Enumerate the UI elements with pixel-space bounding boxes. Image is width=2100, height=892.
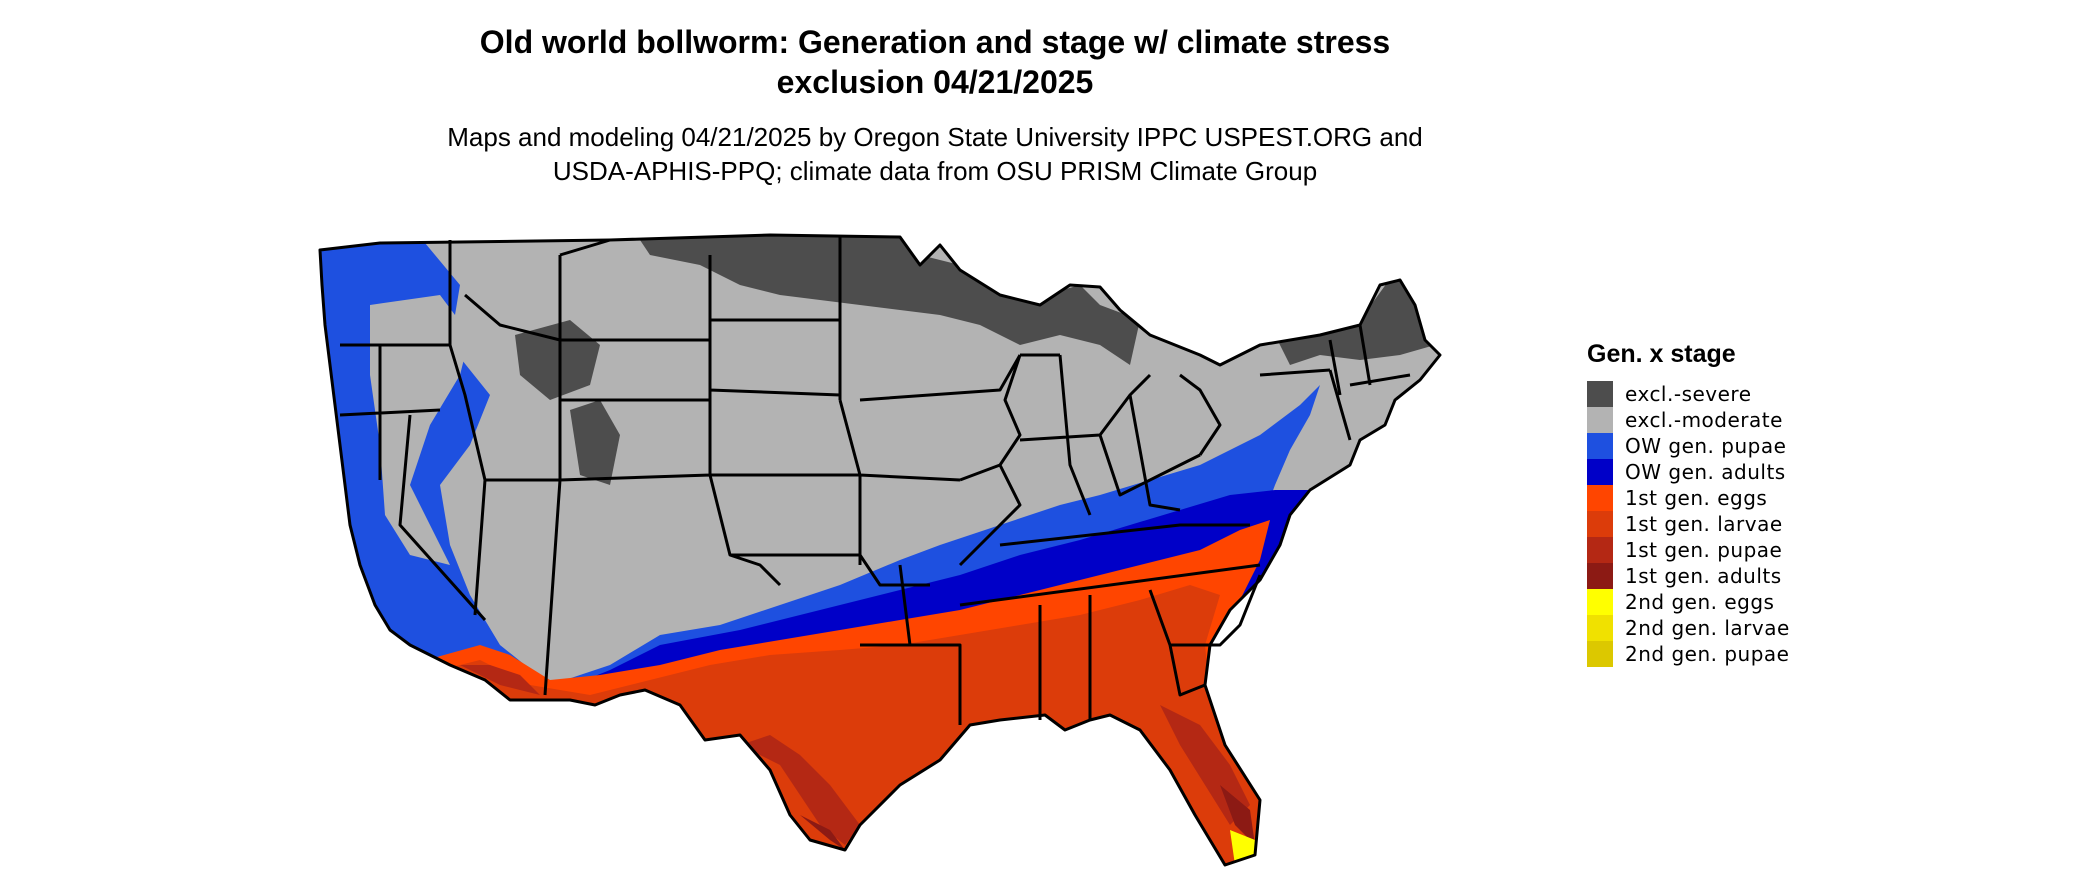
legend-item: 1st gen. eggs — [1587, 485, 1790, 511]
legend-swatch — [1587, 511, 1613, 537]
legend-item: OW gen. adults — [1587, 459, 1790, 485]
legend-swatch — [1587, 485, 1613, 511]
legend-swatch — [1587, 459, 1613, 485]
legend-item: 2nd gen. eggs — [1587, 589, 1790, 615]
us-outline — [318, 233, 1442, 867]
legend-label: 1st gen. pupae — [1625, 538, 1783, 562]
legend-swatch — [1587, 615, 1613, 641]
legend-label: 2nd gen. eggs — [1625, 590, 1775, 614]
map-subtitle-line1: Maps and modeling 04/21/2025 by Oregon S… — [447, 122, 1423, 152]
legend-swatch — [1587, 563, 1613, 589]
zone-excl-severe-colorado — [570, 400, 620, 485]
legend-items: excl.-severe excl.-moderate OW gen. pupae O… — [1587, 381, 1790, 667]
zone-excl-severe-northplains — [630, 235, 1140, 365]
legend-item: OW gen. pupae — [1587, 433, 1790, 459]
legend-label: 1st gen. eggs — [1625, 486, 1768, 510]
legend-swatch — [1587, 407, 1613, 433]
legend-item: 1st gen. larvae — [1587, 511, 1790, 537]
legend-swatch — [1587, 641, 1613, 667]
legend-label: 2nd gen. larvae — [1625, 616, 1790, 640]
zone-excl-severe-newengland — [1270, 265, 1440, 365]
zone-excl-moderate-greatbasin — [370, 295, 470, 565]
state-lines — [339, 235, 1411, 725]
legend-swatch — [1587, 589, 1613, 615]
map-fill — [320, 235, 1440, 865]
zone-gen2-eggs — [800, 830, 1255, 865]
legend-item: excl.-moderate — [1587, 407, 1790, 433]
legend-item: 1st gen. adults — [1587, 563, 1790, 589]
legend-label: 1st gen. adults — [1625, 564, 1782, 588]
legend-item: 2nd gen. larvae — [1587, 615, 1790, 641]
legend-item: excl.-severe — [1587, 381, 1790, 407]
legend-label: 1st gen. larvae — [1625, 512, 1783, 536]
state-borders — [318, 233, 1442, 867]
legend-label: OW gen. pupae — [1625, 434, 1787, 458]
legend-label: 2nd gen. pupae — [1625, 642, 1790, 666]
us-map — [318, 233, 1442, 867]
legend-label: OW gen. adults — [1625, 460, 1786, 484]
legend-swatch — [1587, 381, 1613, 407]
legend-label: excl.-moderate — [1625, 408, 1783, 432]
map-legend: Gen. x stage excl.-severe excl.-moderate O… — [1587, 340, 1790, 667]
legend-label: excl.-severe — [1625, 382, 1752, 406]
chart-titles: Old world bollworm: Generation and stage… — [370, 22, 1500, 188]
legend-swatch — [1587, 433, 1613, 459]
legend-item: 2nd gen. pupae — [1587, 641, 1790, 667]
map-title-line1: Old world bollworm: Generation and stage… — [479, 24, 1391, 60]
legend-swatch — [1587, 537, 1613, 563]
legend-item: 1st gen. pupae — [1587, 537, 1790, 563]
legend-title: Gen. x stage — [1587, 340, 1736, 368]
map-title-line2: exclusion 04/21/2025 — [776, 64, 1094, 100]
map-subtitle-line2: USDA-APHIS-PPQ; climate data from OSU PR… — [552, 156, 1318, 186]
